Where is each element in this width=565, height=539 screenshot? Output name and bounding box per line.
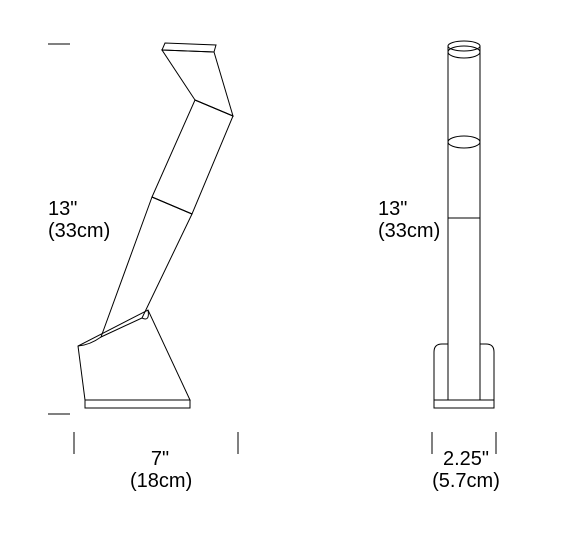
right-height-label: 13" (33cm) [378, 198, 440, 242]
right-w-cm: (5.7cm) [432, 470, 500, 492]
left-height-label: 13" (33cm) [48, 198, 110, 242]
diagram-canvas: 13" (33cm) 7" (18cm) 13" (33cm) 2.25" (5… [0, 0, 565, 539]
left-w-in: 7" [151, 448, 169, 470]
right-w-in: 2.25" [443, 448, 489, 470]
right-h-in: 13" [378, 198, 407, 220]
left-h-cm: (33cm) [48, 220, 110, 242]
left-width-label: 7" (18cm) [130, 448, 190, 492]
left-h-in: 13" [48, 198, 77, 220]
right-lamp-outline [434, 41, 494, 408]
right-width-label: 2.25" (5.7cm) [432, 448, 500, 492]
left-w-cm: (18cm) [130, 470, 192, 492]
right-h-cm: (33cm) [378, 220, 440, 242]
